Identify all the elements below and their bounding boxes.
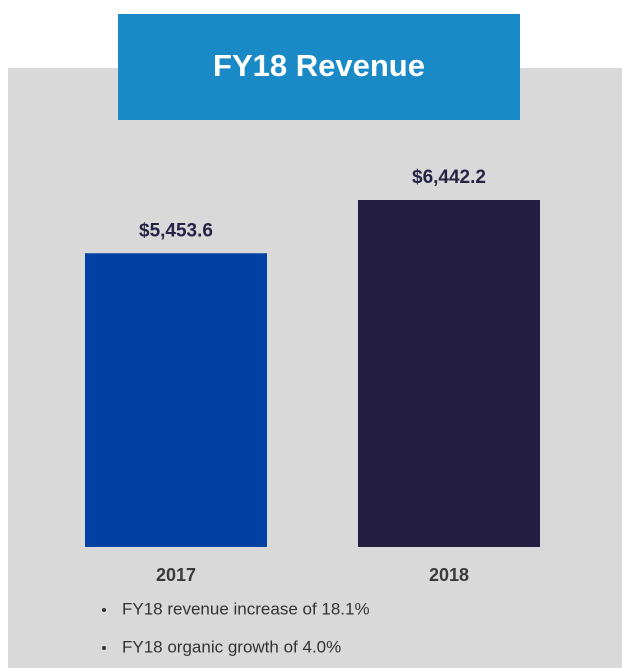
note: FY18 revenue increase of 18.1% [122,599,370,618]
x-tick-label: 2018 [429,565,469,585]
x-tick-label: 2017 [156,565,196,585]
value-label: $5,453.6 [139,220,213,241]
bar [85,253,267,547]
bullet [102,608,106,612]
value-label: $6,442.2 [412,167,486,188]
title-box [118,14,520,120]
bullet [102,646,106,650]
note: FY18 organic growth of 4.0% [122,637,341,656]
chart-title: FY18 Revenue [213,48,425,83]
bar [358,200,540,547]
